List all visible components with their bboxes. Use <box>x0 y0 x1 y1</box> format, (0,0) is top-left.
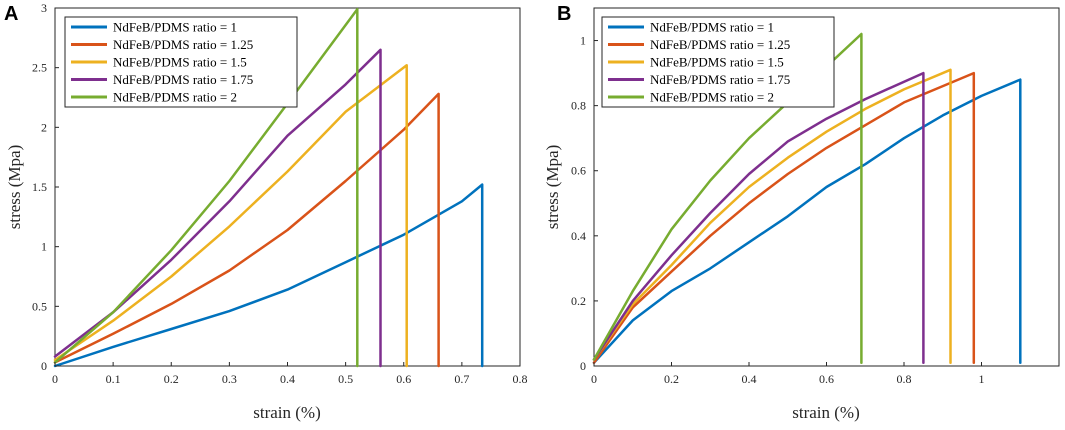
panel-a: A 0 0.1 0.2 0.3 0.4 0.5 0.6 0.7 0.8 0 0.5 1 1.5 2 2.5 3… <box>4 1 528 422</box>
legend-entry: NdFeB/PDMS ratio = 1.75 <box>113 72 253 87</box>
y-tick-label: 0 <box>41 359 47 373</box>
series-line-1 <box>53 183 484 368</box>
x-tick-label: 0.4 <box>742 372 757 386</box>
panel-a-series-layer <box>53 7 484 368</box>
series-line-2 <box>592 71 976 364</box>
y-tick-label: 0 <box>580 359 586 373</box>
x-tick-label: 0.6 <box>396 372 411 386</box>
panel-b-tick-layer: 0 0.2 0.4 0.6 0.8 1 0 0.2 0.4 0.6 0.8 1 <box>571 34 985 386</box>
y-tick-label: 2.5 <box>32 61 47 75</box>
series-line-2 <box>53 92 440 368</box>
legend-entry: NdFeB/PDMS ratio = 1.25 <box>113 37 253 52</box>
x-tick-label: 0.8 <box>513 372 528 386</box>
y-tick-label: 0.8 <box>571 99 586 113</box>
x-tick-label: 0 <box>591 372 597 386</box>
y-tick-label: 1 <box>41 240 47 254</box>
x-tick-label: 0.2 <box>164 372 179 386</box>
y-tick-label: 0.2 <box>571 294 586 308</box>
x-tick-label: 0.6 <box>819 372 834 386</box>
x-tick-label: 0.7 <box>454 372 469 386</box>
y-tick-label: 2 <box>41 120 47 134</box>
series-line-5 <box>53 7 359 368</box>
panel-b-y-axis-label: stress (Mpa) <box>543 145 562 230</box>
panel-b-x-axis-label: strain (%) <box>792 403 860 422</box>
series-line-1 <box>592 78 1022 364</box>
panel-a-legend: NdFeB/PDMS ratio = 1 NdFeB/PDMS ratio = 1… <box>64 16 298 108</box>
series-line-3 <box>592 68 952 364</box>
legend-entry: NdFeB/PDMS ratio = 1.5 <box>113 55 247 70</box>
series-line-5 <box>592 32 863 364</box>
y-tick-label: 3 <box>41 1 47 15</box>
legend-entry: NdFeB/PDMS ratio = 1.25 <box>650 37 790 52</box>
y-tick-label: 0.6 <box>571 164 586 178</box>
x-tick-label: 0.2 <box>664 372 679 386</box>
legend-entry: NdFeB/PDMS ratio = 1 <box>650 20 774 35</box>
panel-a-tick-layer: 0 0.1 0.2 0.3 0.4 0.5 0.6 0.7 0.8 0 0.5 1 1.5 2 2.5 3 <box>32 1 528 386</box>
legend-entry: NdFeB/PDMS ratio = 1.5 <box>650 55 784 70</box>
panel-b-legend: NdFeB/PDMS ratio = 1 NdFeB/PDMS ratio = 1… <box>601 16 835 108</box>
x-tick-label: 0 <box>52 372 58 386</box>
legend-entry: NdFeB/PDMS ratio = 1.75 <box>650 72 790 87</box>
y-tick-label: 1 <box>580 34 586 48</box>
x-tick-label: 1 <box>979 372 985 386</box>
y-tick-label: 0.5 <box>32 299 47 313</box>
x-tick-label: 0.1 <box>106 372 121 386</box>
panel-b: B 0 0.2 0.4 0.6 0.8 1 0 0.2 0.4 0.6 0.8 1 NdFeB/PDM… <box>543 3 1060 422</box>
x-tick-label: 0.5 <box>338 372 353 386</box>
x-tick-label: 0.4 <box>280 372 295 386</box>
panel-a-x-axis-label: strain (%) <box>253 403 321 422</box>
panel-b-letter: B <box>557 3 571 25</box>
panel-a-y-axis-label: stress (Mpa) <box>5 145 24 230</box>
legend-entry: NdFeB/PDMS ratio = 1 <box>113 20 237 35</box>
series-line-3 <box>53 64 408 368</box>
x-tick-label: 0.8 <box>897 372 912 386</box>
y-tick-label: 1.5 <box>32 180 47 194</box>
legend-entry: NdFeB/PDMS ratio = 2 <box>113 90 237 105</box>
x-tick-label: 0.3 <box>222 372 237 386</box>
panel-b-series-layer <box>592 32 1022 364</box>
panel-a-letter: A <box>4 3 18 25</box>
legend-entry: NdFeB/PDMS ratio = 2 <box>650 90 774 105</box>
series-line-4 <box>592 71 925 364</box>
y-tick-label: 0.4 <box>571 229 586 243</box>
